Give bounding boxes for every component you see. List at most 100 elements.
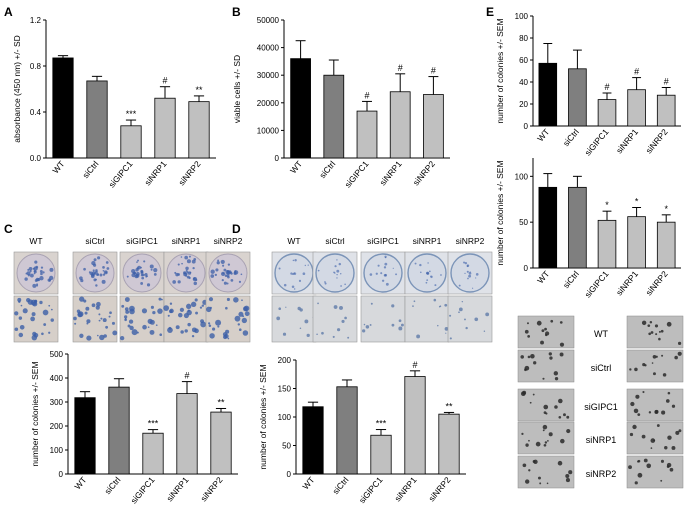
y-tick-label: 150 [278, 385, 292, 394]
x-tick-label: siNRP1 [378, 159, 404, 188]
panel-d-label-sigipc1: siGIPC1 [367, 236, 399, 246]
x-tick-label: siNRP2 [198, 475, 224, 504]
colony-dot [630, 401, 635, 407]
y-tick-label: 40 [519, 78, 528, 87]
colony-dot [225, 329, 230, 334]
y-tick-label: 50000 [257, 16, 280, 25]
colony-dot [99, 334, 105, 341]
colony-dot [528, 439, 530, 442]
colony-dot [548, 432, 553, 437]
colony-dot [560, 438, 565, 444]
colony-dot [278, 307, 282, 311]
colony-dot [539, 482, 542, 485]
micrograph [626, 388, 684, 422]
colony-dot [530, 353, 535, 359]
colony-dot [95, 284, 98, 287]
colony-dot [336, 328, 341, 332]
significance-mark: *** [148, 419, 159, 429]
colony-dot [643, 458, 648, 463]
bar-sigipc1 [120, 125, 142, 159]
colony-dot [464, 272, 466, 275]
colony-dot [629, 368, 632, 371]
colony-dot [660, 329, 664, 333]
colony-dot [543, 443, 547, 447]
colony-dot [658, 330, 661, 333]
y-tick-label: 100 [515, 172, 529, 181]
colony-dot [50, 308, 53, 311]
colony-dot [35, 277, 40, 282]
colony-dot [191, 327, 197, 333]
panel-c-label-sinrp2: siNRP2 [214, 236, 243, 246]
colony-dot [26, 298, 31, 303]
colony-dot [30, 316, 35, 322]
colony-dot [304, 264, 306, 267]
colony-dot [187, 309, 190, 312]
colony-dot [163, 305, 170, 311]
colony-dot [565, 478, 570, 483]
colony-dot [559, 342, 565, 347]
colony-dot [428, 270, 431, 273]
colony-dot [29, 270, 32, 273]
colony-dot [641, 320, 647, 326]
colony-dot [471, 287, 474, 289]
bar-sinrp1 [176, 393, 198, 475]
colony-dot [642, 390, 645, 394]
colony-dot [97, 256, 101, 260]
colony-dot [86, 335, 92, 341]
colony-dot [96, 301, 101, 307]
colony-dot [31, 334, 38, 341]
colony-dot [464, 318, 466, 321]
colony-dot [392, 267, 394, 269]
colony-dot [92, 269, 95, 272]
colony-dot [671, 404, 676, 408]
colony-dot [217, 325, 220, 328]
y-tick-label: 100 [515, 12, 529, 21]
colony-dot [527, 355, 531, 359]
colony-dot [646, 463, 652, 469]
bar-sinrp2 [656, 221, 676, 269]
significance-mark: # [364, 90, 369, 100]
colony-dot [553, 371, 559, 376]
colony-dot [195, 311, 198, 315]
panel-d-well-photos [271, 251, 493, 343]
colony-dot [227, 337, 230, 340]
colony-dot [398, 319, 402, 323]
colony-dot [240, 273, 243, 276]
significance-mark: # [431, 66, 436, 76]
colony-dot [86, 322, 89, 325]
colony-dot [647, 324, 651, 328]
colony-dot [102, 318, 107, 323]
colony-dot [467, 277, 469, 280]
colony-dot [661, 354, 664, 357]
colony-dot [466, 270, 469, 273]
bar-sictrl [568, 68, 587, 127]
colony-dot [186, 259, 191, 264]
x-tick-label: siNRP1 [392, 475, 418, 504]
colony-dot [169, 308, 174, 314]
colony-dot [125, 310, 130, 314]
colony-dot [363, 323, 366, 326]
bar-wt [290, 58, 311, 159]
y-tick-label: 400 [50, 374, 64, 383]
colony-dot [101, 279, 106, 284]
bar-sigipc1 [356, 110, 378, 159]
y-tick-label: 10000 [257, 126, 280, 135]
significance-mark: # [162, 76, 167, 86]
colony-dot [142, 273, 145, 277]
colony-dot [535, 441, 541, 447]
significance-mark: # [664, 77, 669, 87]
colony-dot [233, 271, 237, 275]
colony-dot [152, 310, 156, 315]
colony-dot [184, 255, 188, 260]
panel-d-label-sinrp2: siNRP2 [456, 236, 485, 246]
colony-dot [181, 262, 183, 265]
colony-dot [91, 303, 96, 308]
colony-dot [559, 352, 564, 357]
colony-dot [48, 304, 51, 307]
colony-dot [661, 410, 666, 415]
panel-e-micrographs [517, 315, 684, 489]
colony-dot [31, 312, 36, 317]
colony-dot [215, 268, 219, 272]
colony-dot [33, 299, 38, 304]
micrograph [626, 349, 684, 383]
